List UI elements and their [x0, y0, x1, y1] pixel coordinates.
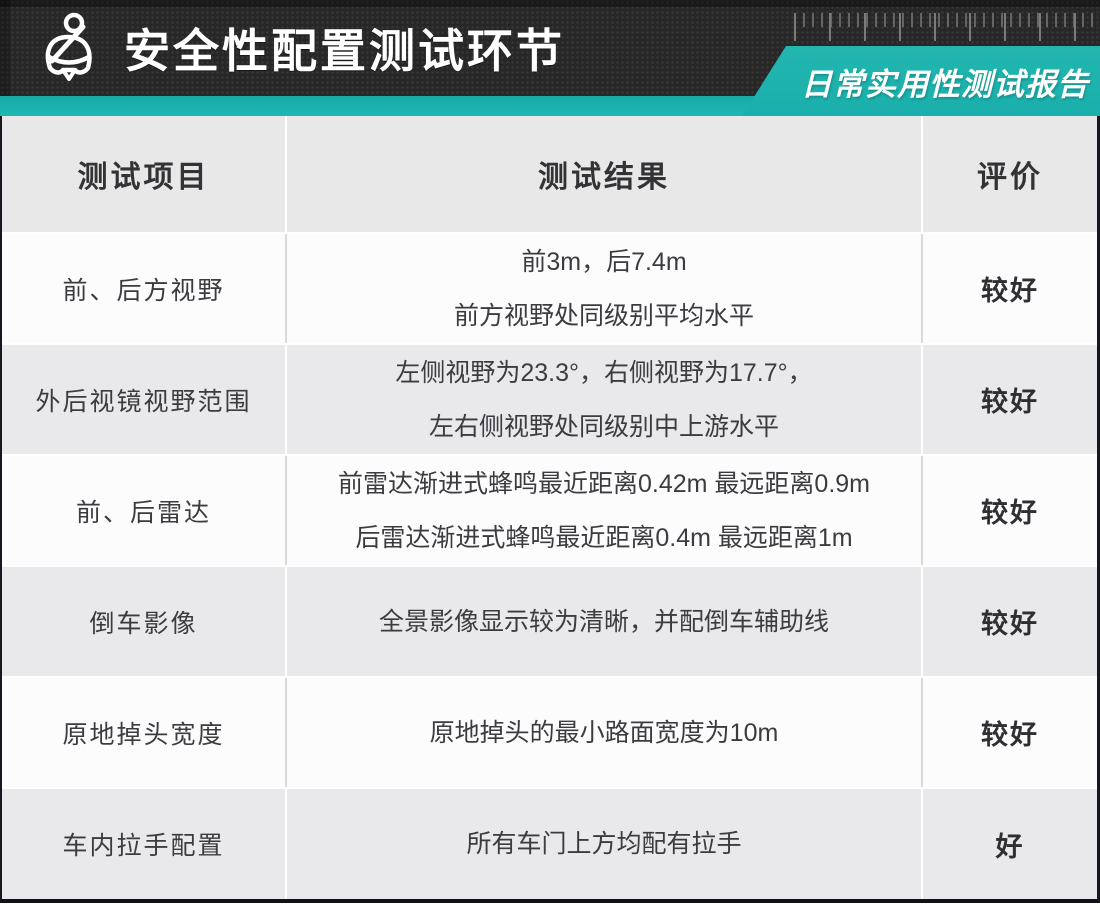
test-item-cell: 外后视镜视野范围 — [2, 345, 287, 454]
result-line: 左右侧视野处同级别中上游水平 — [428, 412, 779, 441]
test-result-cell: 前雷达渐进式蜂鸣最近距离0.42m 最远距离0.9m 后雷达渐进式蜂鸣最近距离0… — [287, 456, 923, 565]
column-header-result: 测试结果 — [287, 116, 923, 232]
test-result-cell: 所有车门上方均配有拉手 — [287, 789, 923, 899]
result-line: 前雷达渐进式蜂鸣最近距离0.42m 最远距离0.9m — [337, 469, 870, 498]
rating-cell: 较好 — [981, 276, 1039, 306]
rating-cell: 较好 — [981, 609, 1039, 639]
table-row: 外后视镜视野范围 左侧视野为23.3°，右侧视野为17.7°， 左右侧视野处同级… — [2, 343, 1097, 454]
table-row: 原地掉头宽度 原地掉头的最小路面宽度为10m 较好 — [2, 676, 1097, 787]
column-header-rating: 评价 — [977, 161, 1043, 194]
rating-cell: 较好 — [981, 498, 1039, 528]
result-line: 原地掉头的最小路面宽度为10m — [429, 718, 779, 747]
result-line: 前3m，后7.4m — [521, 247, 687, 276]
table-row: 车内拉手配置 所有车门上方均配有拉手 好 — [2, 787, 1097, 899]
test-result-cell: 全景影像显示较为清晰，并配倒车辅助线 — [287, 567, 923, 676]
table-header-row: 测试项目 测试结果 评价 — [2, 116, 1097, 232]
table-row: 前、后雷达 前雷达渐进式蜂鸣最近距离0.42m 最远距离0.9m 后雷达渐进式蜂… — [2, 454, 1097, 565]
ruler-decoration-icon — [794, 13, 1094, 41]
page-title: 安全性配置测试环节 — [124, 25, 565, 77]
test-item-cell: 倒车影像 — [2, 567, 287, 676]
test-item-cell: 前、后方视野 — [2, 234, 287, 343]
test-item-cell: 原地掉头宽度 — [2, 678, 287, 787]
test-item-cell: 车内拉手配置 — [2, 789, 287, 899]
result-line: 左侧视野为23.3°，右侧视野为17.7°， — [395, 358, 813, 387]
result-line: 所有车门上方均配有拉手 — [466, 830, 742, 858]
rating-cell: 好 — [995, 831, 1025, 862]
seatbelt-icon — [36, 11, 102, 85]
result-line: 前方视野处同级别平均水平 — [453, 301, 754, 330]
test-result-cell: 原地掉头的最小路面宽度为10m — [287, 678, 923, 787]
result-line: 全景影像显示较为清晰，并配倒车辅助线 — [378, 607, 829, 636]
test-item-cell: 前、后雷达 — [2, 456, 287, 565]
report-series-badge-label: 日常实用性测试报告 — [801, 66, 1089, 102]
test-results-table: 测试项目 测试结果 评价 前、后方视野 前3m，后7.4m 前方视野处同级别平均… — [0, 116, 1100, 903]
column-header-item: 测试项目 — [2, 116, 287, 232]
test-result-cell: 左侧视野为23.3°，右侧视野为17.7°， 左右侧视野处同级别中上游水平 — [287, 345, 923, 454]
rating-cell: 较好 — [981, 720, 1039, 750]
table-row: 前、后方视野 前3m，后7.4m 前方视野处同级别平均水平 较好 — [2, 232, 1097, 343]
test-result-cell: 前3m，后7.4m 前方视野处同级别平均水平 — [287, 234, 923, 343]
table-row: 倒车影像 全景影像显示较为清晰，并配倒车辅助线 较好 — [2, 565, 1097, 676]
report-series-badge: 日常实用性测试报告 — [742, 46, 1100, 116]
rating-cell: 较好 — [981, 387, 1039, 417]
result-line: 后雷达渐进式蜂鸣最近距离0.4m 最远距离1m — [355, 523, 853, 552]
